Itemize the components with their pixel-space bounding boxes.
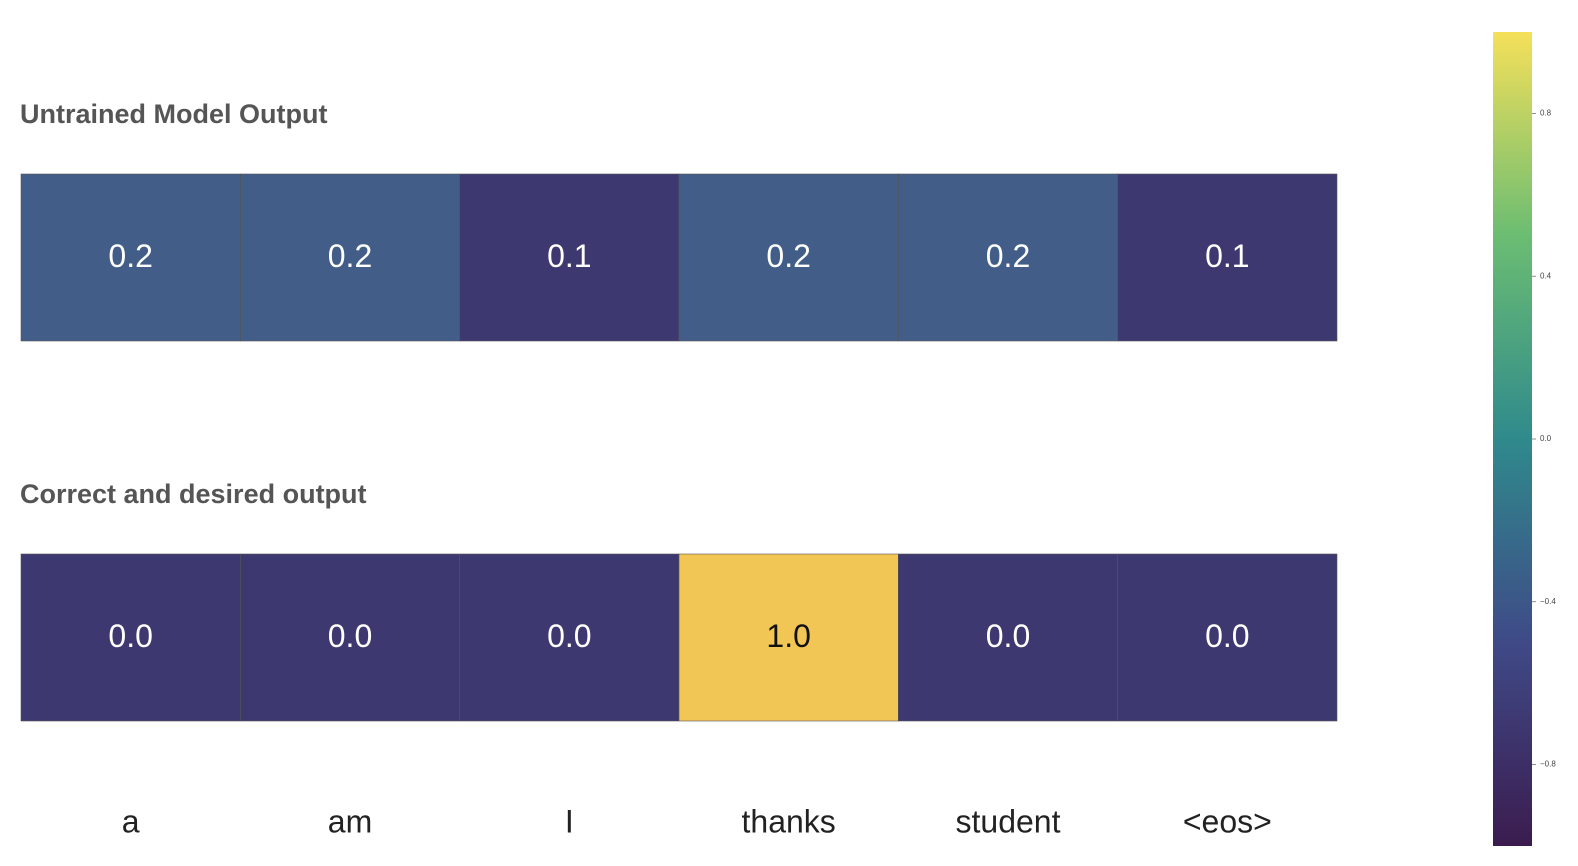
colorbar	[1493, 32, 1532, 846]
cell-label: 0.1	[547, 238, 591, 274]
heatmap-cell	[1117, 553, 1338, 722]
x-tick-label: thanks	[742, 803, 836, 839]
heatmap-cell	[240, 553, 460, 722]
cell-label: 0.2	[328, 238, 372, 274]
cell-label: 0.2	[766, 238, 810, 274]
heatmap-cell	[240, 173, 460, 342]
x-tick-label: am	[328, 803, 372, 839]
colorbar-tick-label: −0.4	[1540, 597, 1556, 606]
cell-label: 0.0	[986, 618, 1030, 654]
cell-label: 0.2	[986, 238, 1030, 274]
x-tick-label: a	[122, 803, 140, 839]
heatmap-cell	[20, 173, 241, 342]
x-tick-label: student	[956, 803, 1061, 839]
cell-label: 0.0	[547, 618, 591, 654]
heatmap-cell	[1117, 173, 1338, 342]
cell-label: 0.1	[1205, 238, 1249, 274]
heatmap-cell	[20, 553, 241, 722]
heatmap-cell	[459, 553, 680, 722]
heatmap-cell	[678, 173, 899, 342]
cell-label: 0.2	[108, 238, 152, 274]
heatmap-cell	[459, 173, 680, 342]
cell-label: 1.0	[766, 618, 810, 654]
x-tick-label: <eos>	[1183, 803, 1272, 839]
cell-label: 0.0	[1205, 618, 1249, 654]
heatmap-cell	[678, 553, 899, 722]
cell-label: 0.0	[108, 618, 152, 654]
colorbar-tick-label: 0.8	[1540, 109, 1552, 118]
colorbar-tick-label: 0.0	[1540, 434, 1552, 443]
heatmap-cell	[898, 173, 1118, 342]
chart-title: Untrained Model Output	[20, 99, 327, 129]
x-tick-label: I	[565, 803, 574, 839]
colorbar-tick-label: 0.4	[1540, 271, 1552, 280]
colorbar-tick-label: −0.8	[1540, 760, 1556, 769]
chart-title: Correct and desired output	[20, 479, 367, 509]
cell-label: 0.0	[328, 618, 372, 654]
